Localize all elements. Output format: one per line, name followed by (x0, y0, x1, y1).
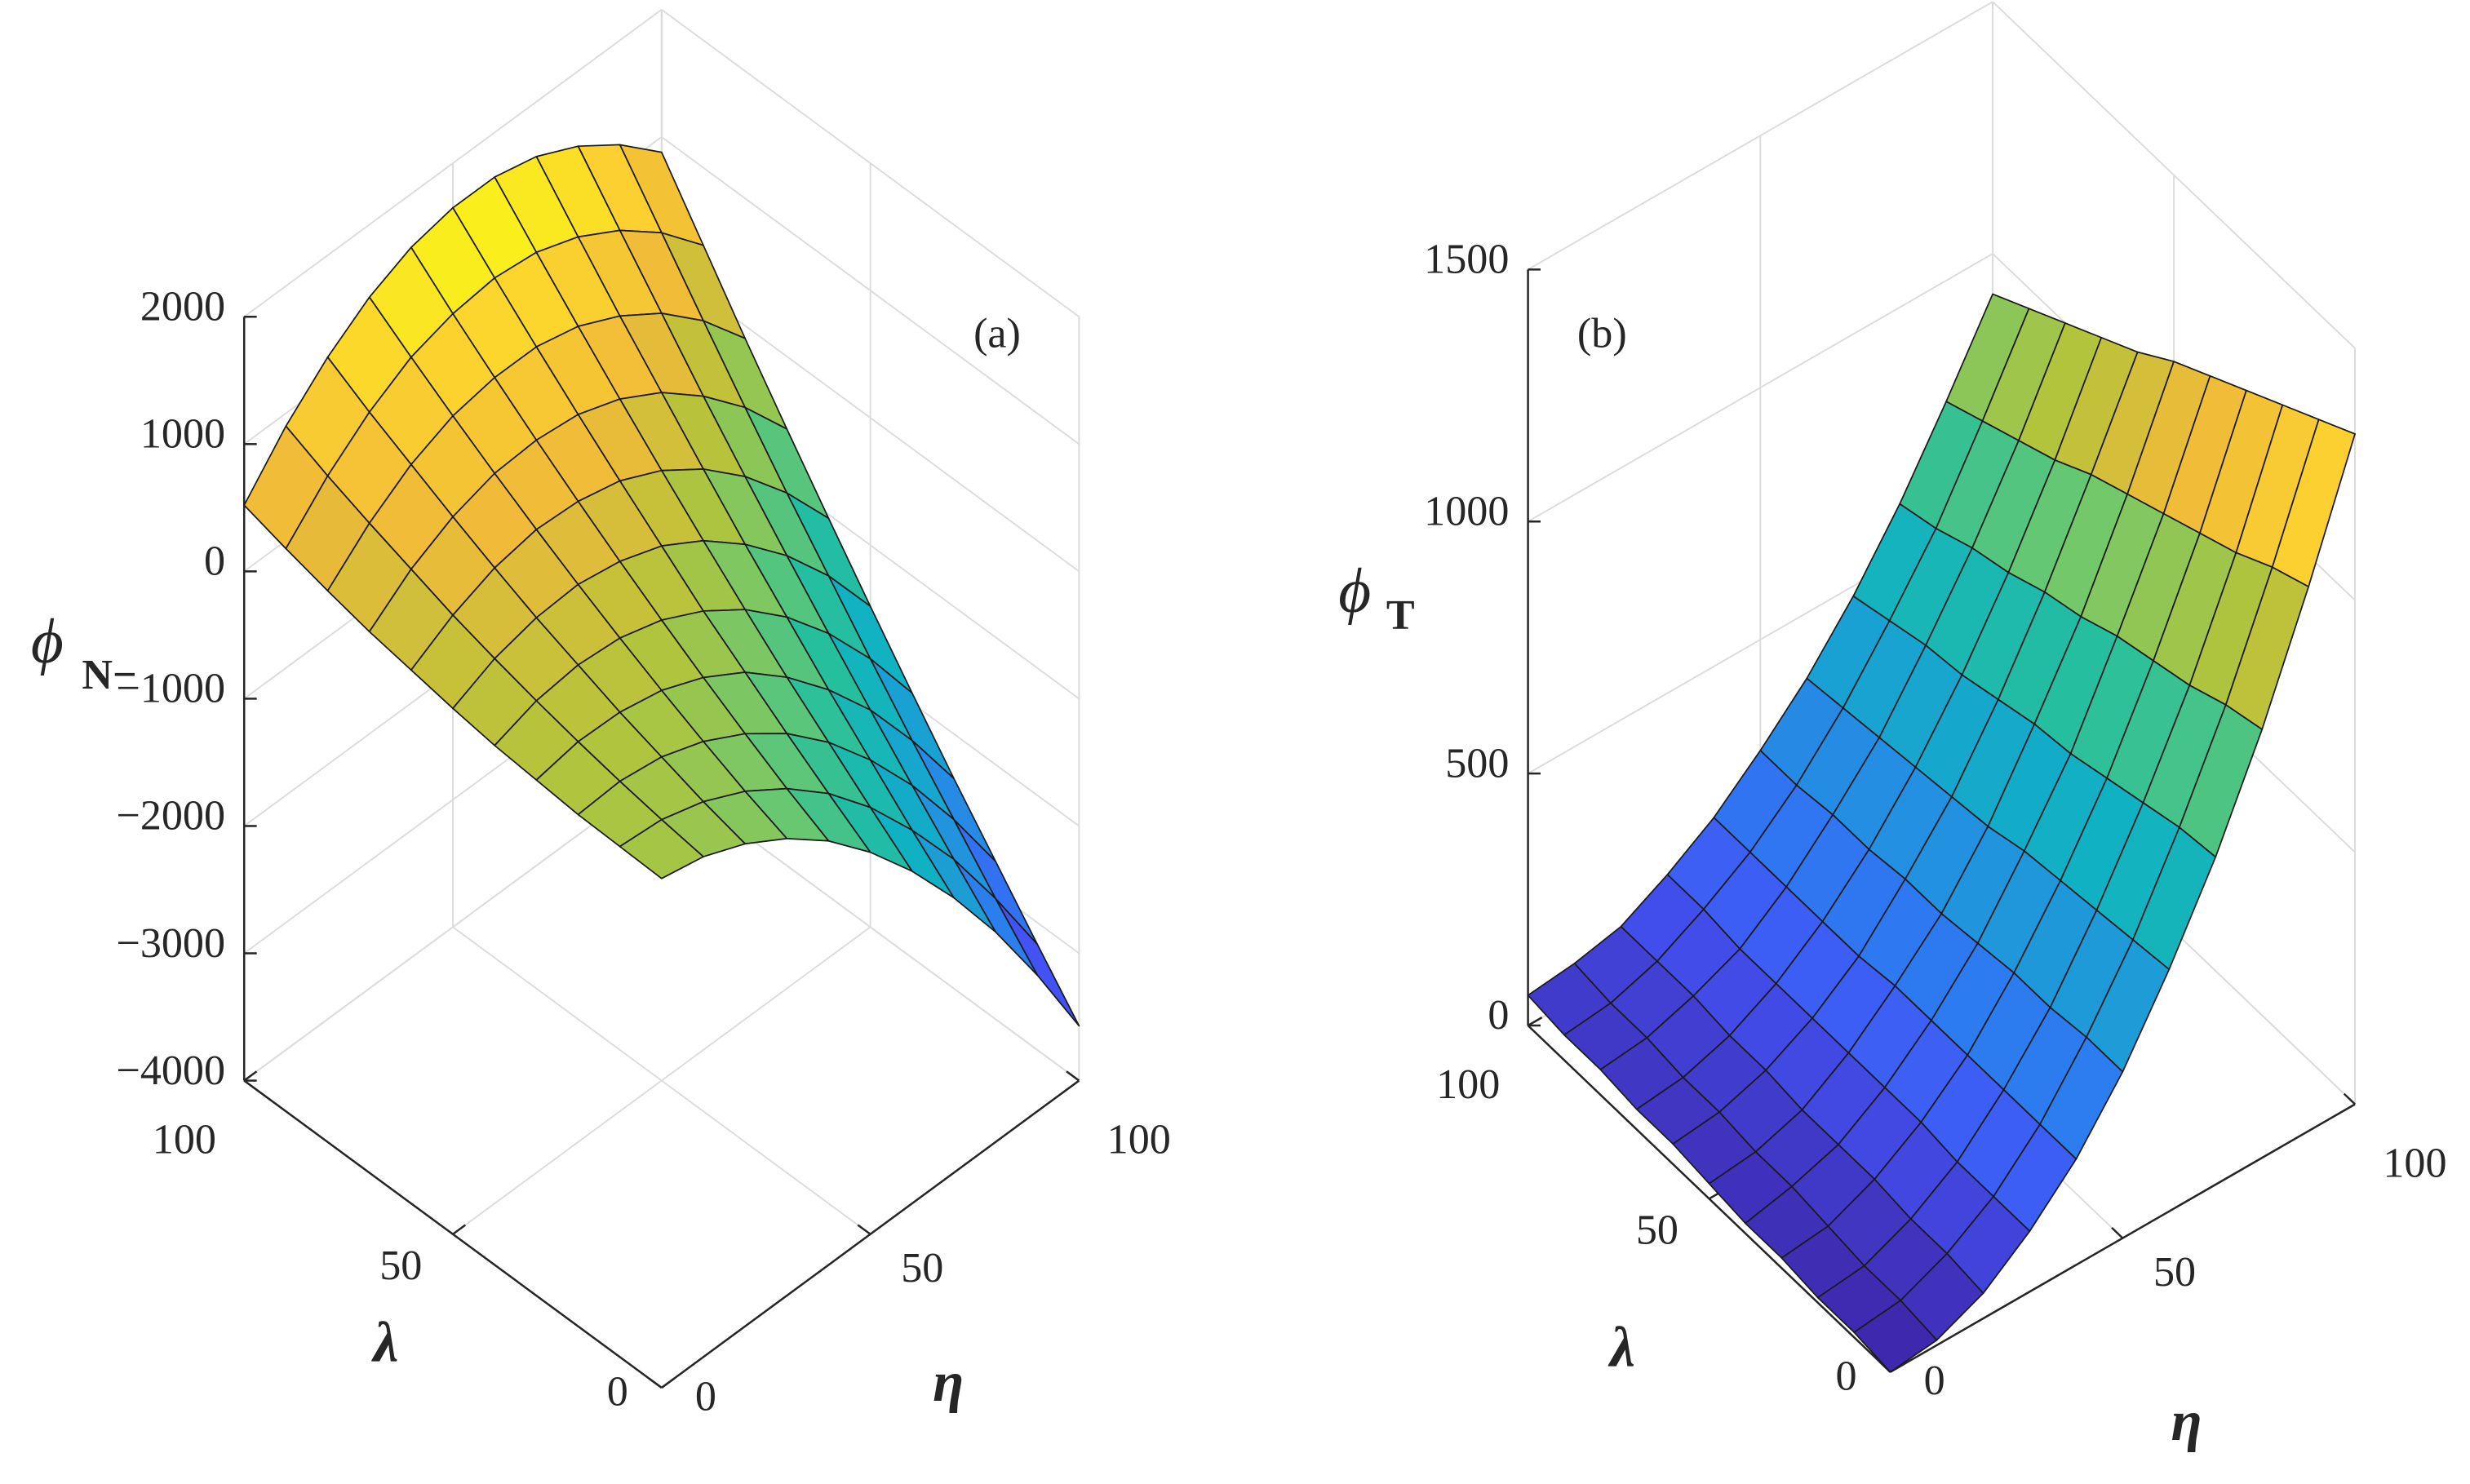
z-tick-label: 2000 (140, 284, 225, 330)
y-axis-label: λ (371, 1312, 399, 1375)
wall-grid-line (1528, 1, 1993, 271)
y-tick-label: 100 (153, 1117, 216, 1163)
x-axis-label: η (933, 1351, 964, 1414)
z-tick-label: 0 (204, 538, 225, 585)
z-axis-label: ϕ (31, 605, 64, 676)
z-axis-label-subscript: T (1386, 592, 1415, 639)
annotation: (b) (1577, 310, 1627, 357)
y-tick (661, 1377, 675, 1389)
z-tick-label: −4000 (116, 1048, 225, 1094)
surface-face (995, 897, 1080, 1027)
x-tick-label: 0 (1924, 1358, 1945, 1404)
z-tick-label: 1500 (1424, 237, 1509, 283)
y-tick (1527, 1017, 1543, 1027)
y-axis-label: λ (1607, 1316, 1635, 1379)
z-tick-label: 500 (1445, 740, 1509, 786)
surface (1527, 293, 2356, 1373)
y-tick-label: 100 (1436, 1061, 1500, 1108)
z-tick-label: −1000 (116, 666, 225, 712)
z-tick-label: −2000 (116, 793, 225, 839)
x-tick-label: 0 (695, 1373, 716, 1420)
z-axis-label-subscript: N− (82, 652, 136, 698)
z-tick-label: −3000 (116, 920, 225, 967)
x-tick-label: 50 (901, 1245, 943, 1291)
x-axis-label: η (2171, 1390, 2202, 1453)
floor-grid-line (452, 926, 871, 1235)
x-tick (857, 1224, 871, 1235)
annotation: (a) (973, 310, 1021, 357)
y-tick-label: 50 (1636, 1207, 1678, 1254)
x-tick-label: 50 (2153, 1249, 2196, 1296)
x-tick (2343, 1092, 2356, 1105)
y-tick (243, 1070, 258, 1082)
x-tick (2111, 1226, 2124, 1239)
wall-grid-line (243, 9, 663, 318)
surface-face (619, 818, 704, 879)
x-tick-label: 100 (1107, 1117, 1171, 1163)
z-tick-label: 1000 (140, 411, 225, 458)
y-tick-label: 0 (1835, 1353, 1856, 1399)
y-tick (452, 1224, 467, 1235)
z-axis-label: ϕ (1338, 556, 1371, 626)
x-tick-label: 100 (2383, 1141, 2446, 1187)
x-tick (648, 1377, 663, 1389)
z-tick-label: 0 (1488, 992, 1509, 1039)
x-tick (1066, 1070, 1080, 1082)
wall-grid-line (1992, 1, 2356, 349)
wall-grid-line (661, 136, 1080, 445)
surface-face (1853, 1300, 1938, 1373)
y-tick-label: 0 (607, 1369, 628, 1415)
y-tick-label: 50 (379, 1243, 422, 1289)
wall-grid-line (661, 9, 1080, 318)
z-tick-label: 1000 (1424, 488, 1509, 534)
wall-grid-line (1528, 253, 1993, 523)
surface (243, 144, 1080, 1027)
